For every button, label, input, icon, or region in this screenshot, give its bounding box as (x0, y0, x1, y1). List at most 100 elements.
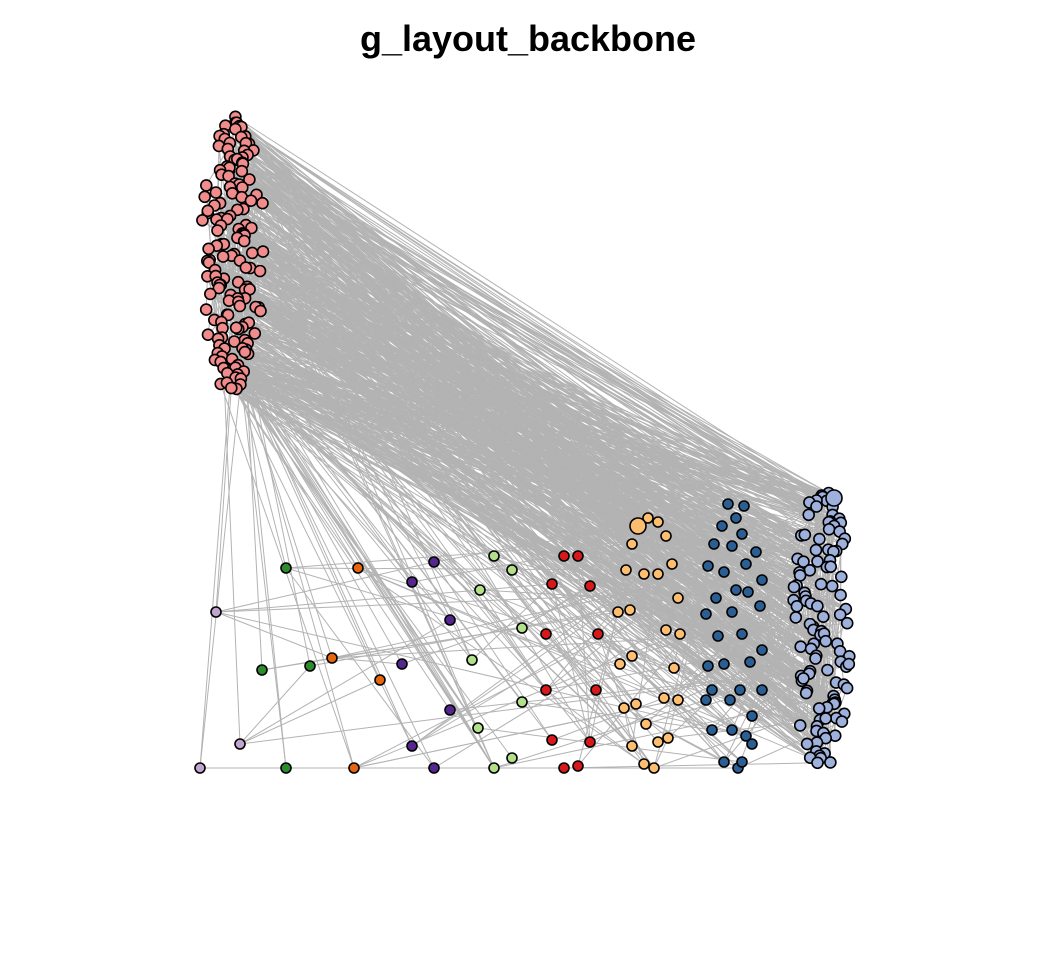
graph-node-red (558, 762, 570, 774)
graph-node-navy (750, 546, 762, 558)
graph-edge (221, 337, 413, 583)
graph-node-periwinkle (833, 608, 847, 622)
graph-node-purple (444, 614, 456, 626)
graph-edge (471, 583, 553, 661)
graph-edge (563, 762, 818, 769)
graph-edge (241, 162, 715, 545)
graph-node-navy (718, 658, 730, 670)
graph-node-red (592, 628, 604, 640)
graph-node-periwinkle (834, 570, 848, 584)
graph-edge (433, 518, 840, 769)
graph-node-navy (708, 538, 720, 550)
graph-node-navy (730, 584, 742, 596)
graph-node-red (572, 760, 584, 772)
graph-node-navy (742, 586, 754, 598)
graph-edge (240, 378, 287, 769)
graph-edge (597, 573, 659, 635)
graph-node-light-green (488, 762, 500, 774)
graph-edge (285, 567, 627, 571)
graph-node-navy (702, 560, 714, 572)
graph-edge (236, 122, 673, 565)
graph-node-pink (243, 173, 256, 186)
graph-edge (715, 500, 817, 599)
graph-edge (250, 200, 647, 725)
graph-edge (249, 179, 599, 635)
graph-node-purple (396, 658, 408, 670)
graph-edge (262, 202, 845, 715)
graph-edge (219, 169, 625, 709)
graph-edge (411, 563, 673, 747)
graph-node-light-orange (652, 516, 664, 528)
graph-node-periwinkle (800, 737, 814, 751)
graph-node-light-orange (624, 604, 636, 616)
graph-node-periwinkle (819, 634, 833, 648)
graph-edge (711, 680, 803, 731)
graph-edge (206, 184, 833, 508)
graph-edge (245, 349, 513, 571)
graph-edge (235, 116, 822, 497)
graph-edge (577, 555, 591, 743)
graph-node-periwinkle (822, 522, 836, 536)
graph-node-periwinkle (819, 712, 833, 725)
graph-edge (745, 563, 824, 734)
graph-edge (224, 138, 495, 769)
graph-node-periwinkle (840, 681, 854, 695)
graph-node-light-orange (666, 558, 678, 570)
graph-node-pink (200, 179, 213, 192)
graph-node-pink (233, 299, 247, 313)
graph-edge (236, 122, 801, 576)
graph-node-periwinkle (834, 588, 847, 602)
graph-node-light-orange (652, 736, 664, 748)
graph-node-navy (754, 600, 766, 612)
graph-node-light-orange (614, 658, 626, 670)
graph-edge (245, 349, 311, 667)
graph-node-light-orange (629, 517, 647, 535)
graph-node-light-orange (660, 530, 672, 542)
graph-node-periwinkle (824, 560, 838, 574)
graph-node-navy (740, 730, 752, 742)
graph-node-pink (216, 250, 230, 263)
graph-edge (223, 133, 817, 507)
graph-edge (247, 342, 523, 703)
graph-edge (551, 697, 665, 741)
graph-node-light-orange (638, 568, 650, 580)
graph-node-navy (744, 656, 756, 668)
graph-edge (247, 154, 591, 587)
graph-node-red (540, 684, 552, 696)
graph-node-red (584, 736, 596, 748)
graph-node-periwinkle (793, 719, 807, 732)
graph-edge (623, 707, 633, 747)
graph-edge (237, 126, 719, 637)
graph-node-light-green (466, 654, 478, 666)
graph-node-light-green (472, 722, 484, 734)
graph-edge (221, 321, 753, 717)
graph-node-periwinkle (809, 543, 823, 557)
graph-node-periwinkle (825, 489, 843, 507)
graph-edge (677, 521, 830, 701)
graph-edge (249, 267, 675, 669)
graph-node-light-orange (672, 694, 684, 706)
graph-edge (796, 606, 820, 709)
graph-node-red (540, 628, 552, 640)
graph-node-red (584, 580, 596, 592)
graph-edge (220, 361, 513, 759)
graph-edge (521, 585, 591, 629)
graph-node-periwinkle (799, 686, 813, 700)
graph-node-purple (444, 704, 456, 716)
graph-edge (215, 611, 333, 659)
graph-node-pink (254, 304, 267, 318)
graph-node-navy (700, 694, 712, 706)
graph-node-red (558, 550, 570, 562)
graph-edge (199, 384, 241, 769)
graph-edge (260, 310, 745, 507)
graph-edge (208, 262, 633, 747)
graph-edge (247, 342, 599, 635)
graph-node-navy (718, 566, 730, 578)
graph-edge (229, 167, 679, 599)
graph-node-navy (734, 684, 746, 696)
graph-edge (216, 219, 659, 523)
graph-edge (551, 583, 591, 743)
graph-node-periwinkle (797, 672, 810, 685)
graph-node-pink (228, 335, 241, 348)
